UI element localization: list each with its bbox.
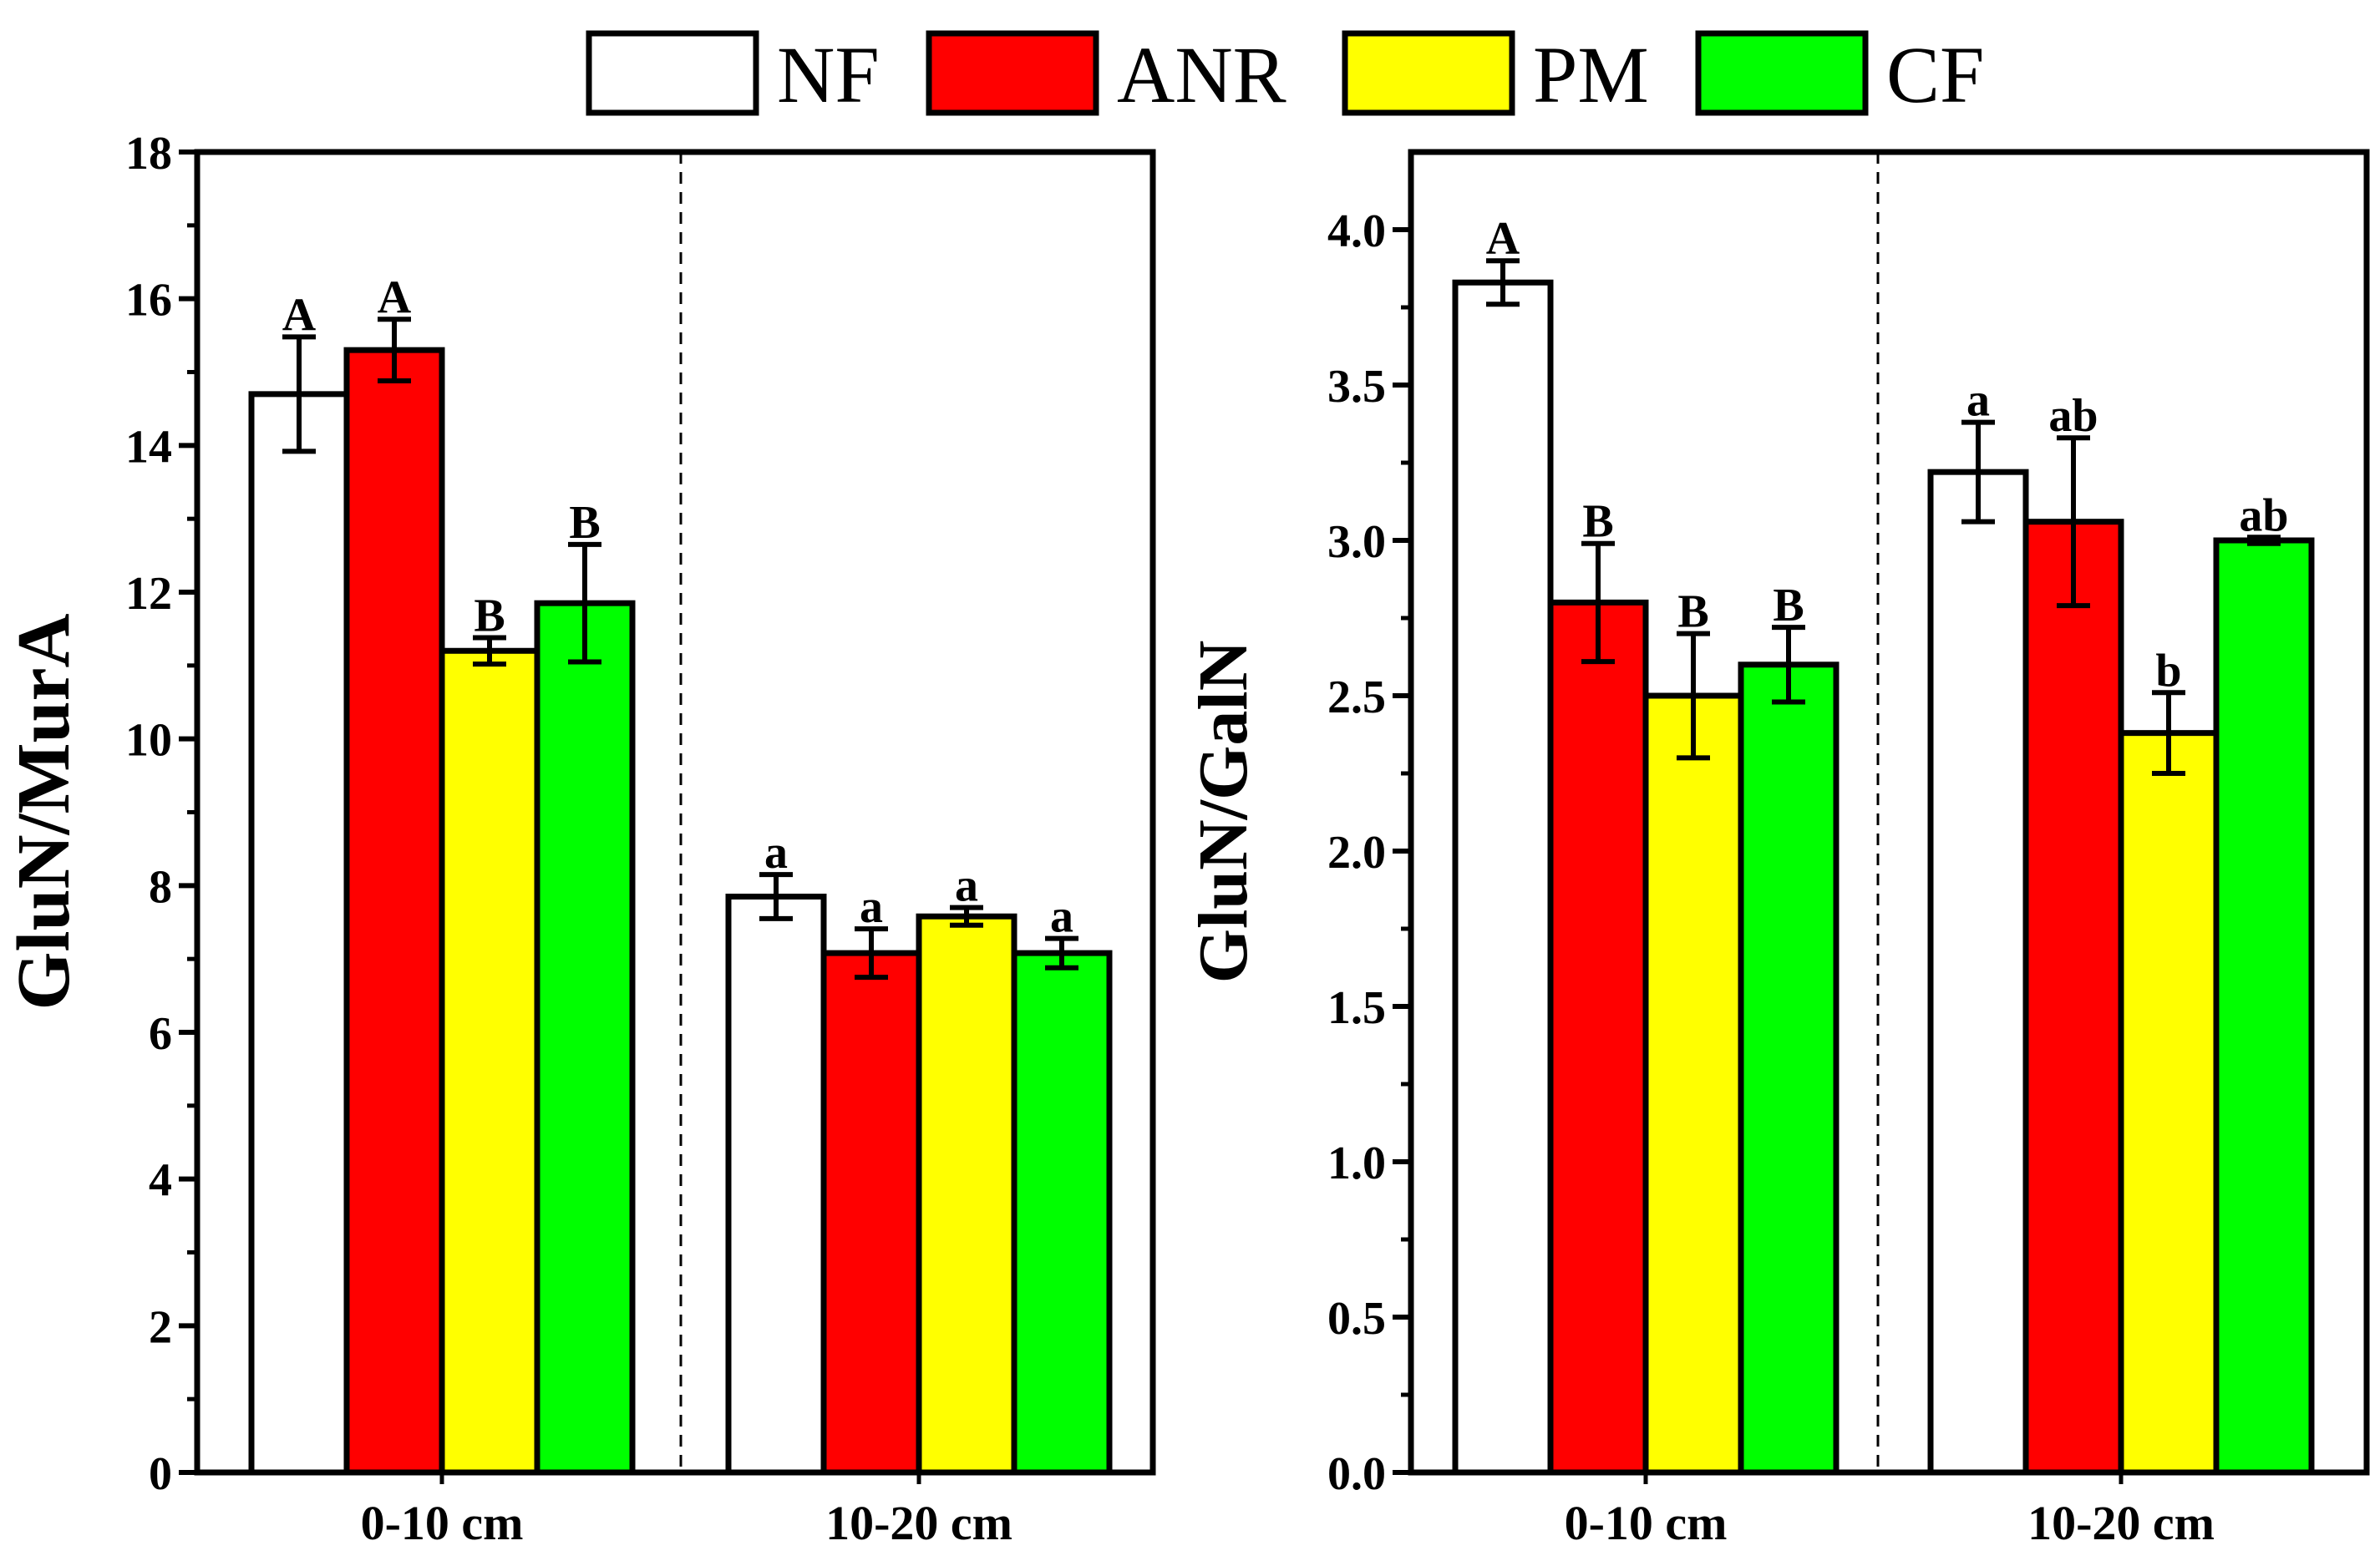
legend-label-cf: CF <box>1886 30 1984 119</box>
x-category-label-0-10-cm: 0-10 cm <box>361 1496 524 1550</box>
y-tick-label: 2.5 <box>1327 672 1386 723</box>
legend: NF ANR PM CF <box>586 30 1984 119</box>
y-axis-label: GluN/GalN <box>1185 641 1262 984</box>
significance-letter-anr-0-10-cm: B <box>1582 496 1613 548</box>
significance-letter-pm-0-10-cm: B <box>1677 586 1708 638</box>
legend-swatch-nf <box>586 30 759 116</box>
bar-nf-0-10-cm <box>248 391 350 1476</box>
y-tick-label: 14 <box>125 421 172 473</box>
y-tick-label: 12 <box>125 568 172 620</box>
x-category-label-10-20-cm: 10-20 cm <box>825 1496 1012 1550</box>
bar-cf-0-10-cm <box>1738 661 1840 1476</box>
bar-anr-0-10-cm <box>1547 599 1649 1476</box>
significance-letter-pm-10-20-cm: b <box>2155 645 2181 697</box>
y-tick-label: 18 <box>125 128 172 180</box>
bar-anr-10-20-cm <box>2022 519 2124 1476</box>
panel-gluN-murA: A A B Ba a a a 0 2 4 6 8 10 12 14 16 18 0-10 cm 10-20 cm Gl… <box>3 128 1156 1550</box>
significance-letter-anr-0-10-cm: A <box>378 271 412 323</box>
y-tick-label: 2 <box>149 1301 172 1353</box>
legend-swatch-pm <box>1342 30 1515 116</box>
y-tick-label: 4 <box>149 1155 172 1207</box>
significance-letter-nf-0-10-cm: A <box>1486 213 1520 265</box>
bar-anr-0-10-cm <box>343 347 445 1476</box>
bar-cf-10-20-cm <box>1011 950 1113 1476</box>
bar-pm-0-10-cm <box>1642 692 1744 1476</box>
significance-letter-anr-10-20-cm: ab <box>2048 390 2098 442</box>
significance-letter-cf-10-20-cm: a <box>1050 891 1073 943</box>
y-tick-label: 0.5 <box>1327 1293 1386 1345</box>
significance-letter-cf-0-10-cm: B <box>569 497 600 549</box>
x-category-label-0-10-cm: 0-10 cm <box>1565 1496 1728 1550</box>
bar-anr-10-20-cm <box>820 950 922 1476</box>
significance-letter-cf-0-10-cm: B <box>1773 580 1804 631</box>
y-tick-label: 1.0 <box>1327 1138 1386 1189</box>
y-tick-label: 3.0 <box>1327 516 1386 568</box>
y-tick-label: 0.0 <box>1327 1448 1386 1500</box>
bar-pm-10-20-cm <box>916 913 1017 1476</box>
x-category-label-10-20-cm: 10-20 cm <box>2027 1496 2215 1550</box>
y-tick-label: 8 <box>149 861 172 913</box>
bar-pm-10-20-cm <box>2118 730 2220 1476</box>
significance-letter-pm-10-20-cm: a <box>955 860 978 912</box>
y-tick-label: 16 <box>125 275 172 327</box>
bar-cf-10-20-cm <box>2213 537 2315 1476</box>
bar-nf-10-20-cm <box>725 894 827 1476</box>
plot-frame <box>1408 149 2370 1476</box>
bar-nf-10-20-cm <box>1927 469 2029 1476</box>
significance-letter-cf-10-20-cm: ab <box>2239 489 2288 541</box>
legend-swatch-anr <box>926 30 1099 116</box>
bar-cf-0-10-cm <box>534 600 636 1476</box>
y-tick-label: 10 <box>125 715 172 767</box>
y-tick-label: 0 <box>149 1448 172 1500</box>
significance-letter-pm-0-10-cm: B <box>474 590 505 641</box>
bar-pm-0-10-cm <box>439 647 540 1476</box>
panel-gluN-galN: A B B Ba ab b ab 0.0 0.5 1.0 1.5 2.0 2.5 3.0 3.5 4.0 0-1… <box>1185 149 2370 1550</box>
significance-letter-nf-10-20-cm: a <box>1966 375 1990 427</box>
significance-letter-nf-10-20-cm: a <box>764 827 788 879</box>
legend-label-pm: PM <box>1533 30 1649 119</box>
y-tick-label: 3.5 <box>1327 361 1386 413</box>
significance-letter-nf-0-10-cm: A <box>282 289 317 341</box>
y-tick-label: 4.0 <box>1327 205 1386 257</box>
y-tick-label: 2.0 <box>1327 827 1386 879</box>
bar-nf-0-10-cm <box>1452 279 1554 1476</box>
y-tick-label: 1.5 <box>1327 982 1386 1034</box>
legend-label-nf: NF <box>777 30 880 119</box>
significance-letter-anr-10-20-cm: a <box>860 881 883 933</box>
legend-swatch-cf <box>1695 30 1869 116</box>
legend-label-anr: ANR <box>1117 30 1286 119</box>
y-tick-label: 6 <box>149 1008 172 1060</box>
y-axis-label: GluN/MurA <box>3 613 85 1010</box>
